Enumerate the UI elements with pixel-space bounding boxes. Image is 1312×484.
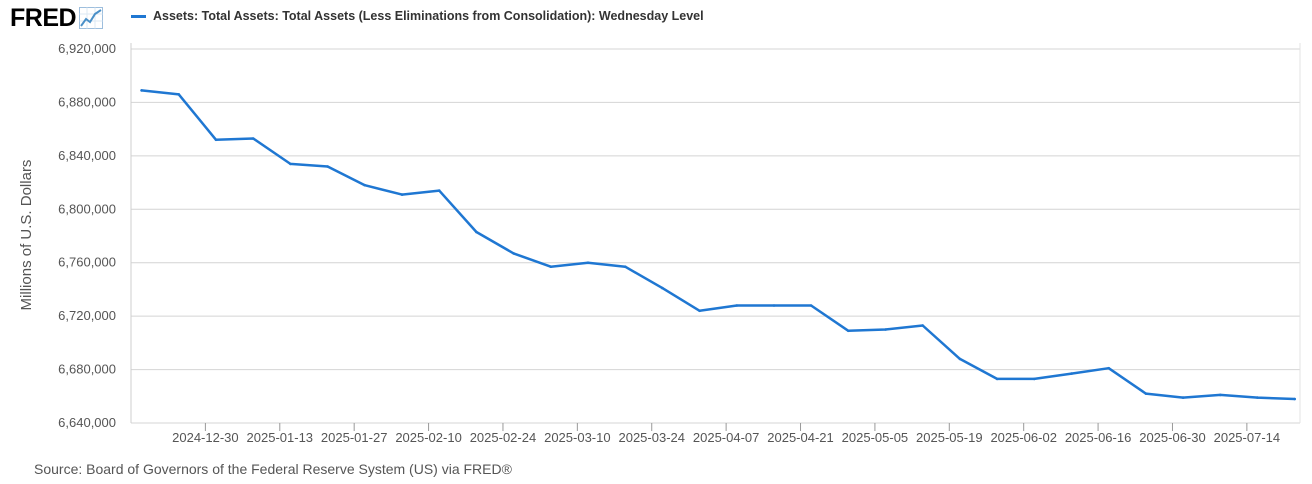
data-point: [698, 309, 701, 313]
y-tick-label: 6,880,000: [58, 94, 116, 109]
data-point: [437, 189, 441, 192]
x-tick-label: 2025-06-30: [1139, 430, 1206, 445]
fred-logo[interactable]: FRED: [10, 3, 104, 32]
data-point: [549, 265, 553, 269]
data-point: [326, 165, 329, 168]
y-axis-label: Millions of U.S. Dollars: [18, 160, 35, 311]
data-point: [1107, 366, 1110, 370]
data-point: [958, 357, 962, 361]
series-layer: [140, 89, 1296, 401]
line-chart: 6,640,000 6,680,000 6,720,000 6,760,000 6,80…: [18, 41, 1301, 445]
data-point: [586, 261, 590, 265]
x-tick-label: 2025-06-02: [990, 430, 1057, 445]
data-point: [363, 183, 367, 187]
legend-label: Assets: Total Assets: Total Assets (Less…: [153, 9, 704, 23]
data-point: [512, 252, 515, 255]
y-axis: 6,640,000 6,680,000 6,720,000 6,760,000 6,80…: [58, 41, 116, 430]
y-tick-label: 6,640,000: [58, 415, 116, 430]
y-tick-label: 6,720,000: [58, 308, 116, 323]
x-tick-label: 2025-01-13: [247, 430, 314, 445]
y-tick-label: 6,800,000: [58, 201, 116, 216]
data-point: [1293, 397, 1296, 401]
data-point: [177, 93, 181, 96]
x-tick-label: 2025-04-07: [693, 430, 760, 445]
x-tick-label: 2025-02-24: [470, 430, 537, 445]
source-note: Source: Board of Governors of the Federa…: [34, 461, 512, 477]
plot-frame: [130, 43, 1301, 423]
legend[interactable]: Assets: Total Assets: Total Assets (Less…: [131, 9, 704, 23]
x-tick-label: 2025-04-21: [767, 430, 834, 445]
data-point: [140, 89, 143, 92]
data-point: [735, 304, 739, 307]
data-point: [289, 162, 292, 166]
data-point: [772, 304, 776, 307]
x-tick-label: 2025-02-10: [395, 430, 462, 445]
data-point: [623, 265, 627, 269]
data-point: [995, 377, 999, 381]
data-point: [251, 137, 255, 140]
data-point: [1181, 396, 1185, 399]
y-tick-label: 6,840,000: [58, 148, 116, 163]
data-point: [847, 329, 850, 333]
y-tick-label: 6,760,000: [58, 255, 116, 270]
data-point: [1070, 372, 1073, 375]
data-point: [809, 304, 813, 307]
x-tick-label: 2025-01-27: [321, 430, 388, 445]
x-tick-label: 2025-03-10: [544, 430, 611, 445]
data-point: [475, 230, 478, 234]
legend-swatch: [131, 14, 146, 18]
x-tick-label: 2025-06-16: [1065, 430, 1132, 445]
y-tick-label: 6,920,000: [58, 41, 116, 56]
data-point: [921, 324, 924, 327]
data-point: [1033, 377, 1036, 381]
x-tick-label: 2025-07-14: [1214, 430, 1281, 445]
x-tick-label: 2025-05-05: [842, 430, 909, 445]
data-point: [214, 138, 218, 142]
series-line: [140, 89, 1296, 401]
grid-lines: [131, 48, 1300, 424]
chart-header: FRED Assets: Total Assets: Total Assets …: [0, 0, 1312, 36]
x-axis: 2024-12-30 2025-01-13 2025-01-27 2025-02-10…: [172, 423, 1280, 445]
x-tick-label: 2024-12-30: [172, 430, 239, 445]
data-point: [1144, 392, 1148, 395]
data-point: [884, 328, 887, 331]
data-point: [1219, 393, 1222, 397]
data-point: [1256, 396, 1259, 399]
logo-text: FRED: [10, 3, 77, 32]
y-tick-label: 6,680,000: [58, 362, 116, 377]
data-point: [661, 286, 664, 290]
data-point: [400, 193, 404, 196]
x-tick-label: 2025-05-19: [916, 430, 983, 445]
x-tick-label: 2025-03-24: [618, 430, 685, 445]
trend-line-icon: [79, 7, 104, 29]
